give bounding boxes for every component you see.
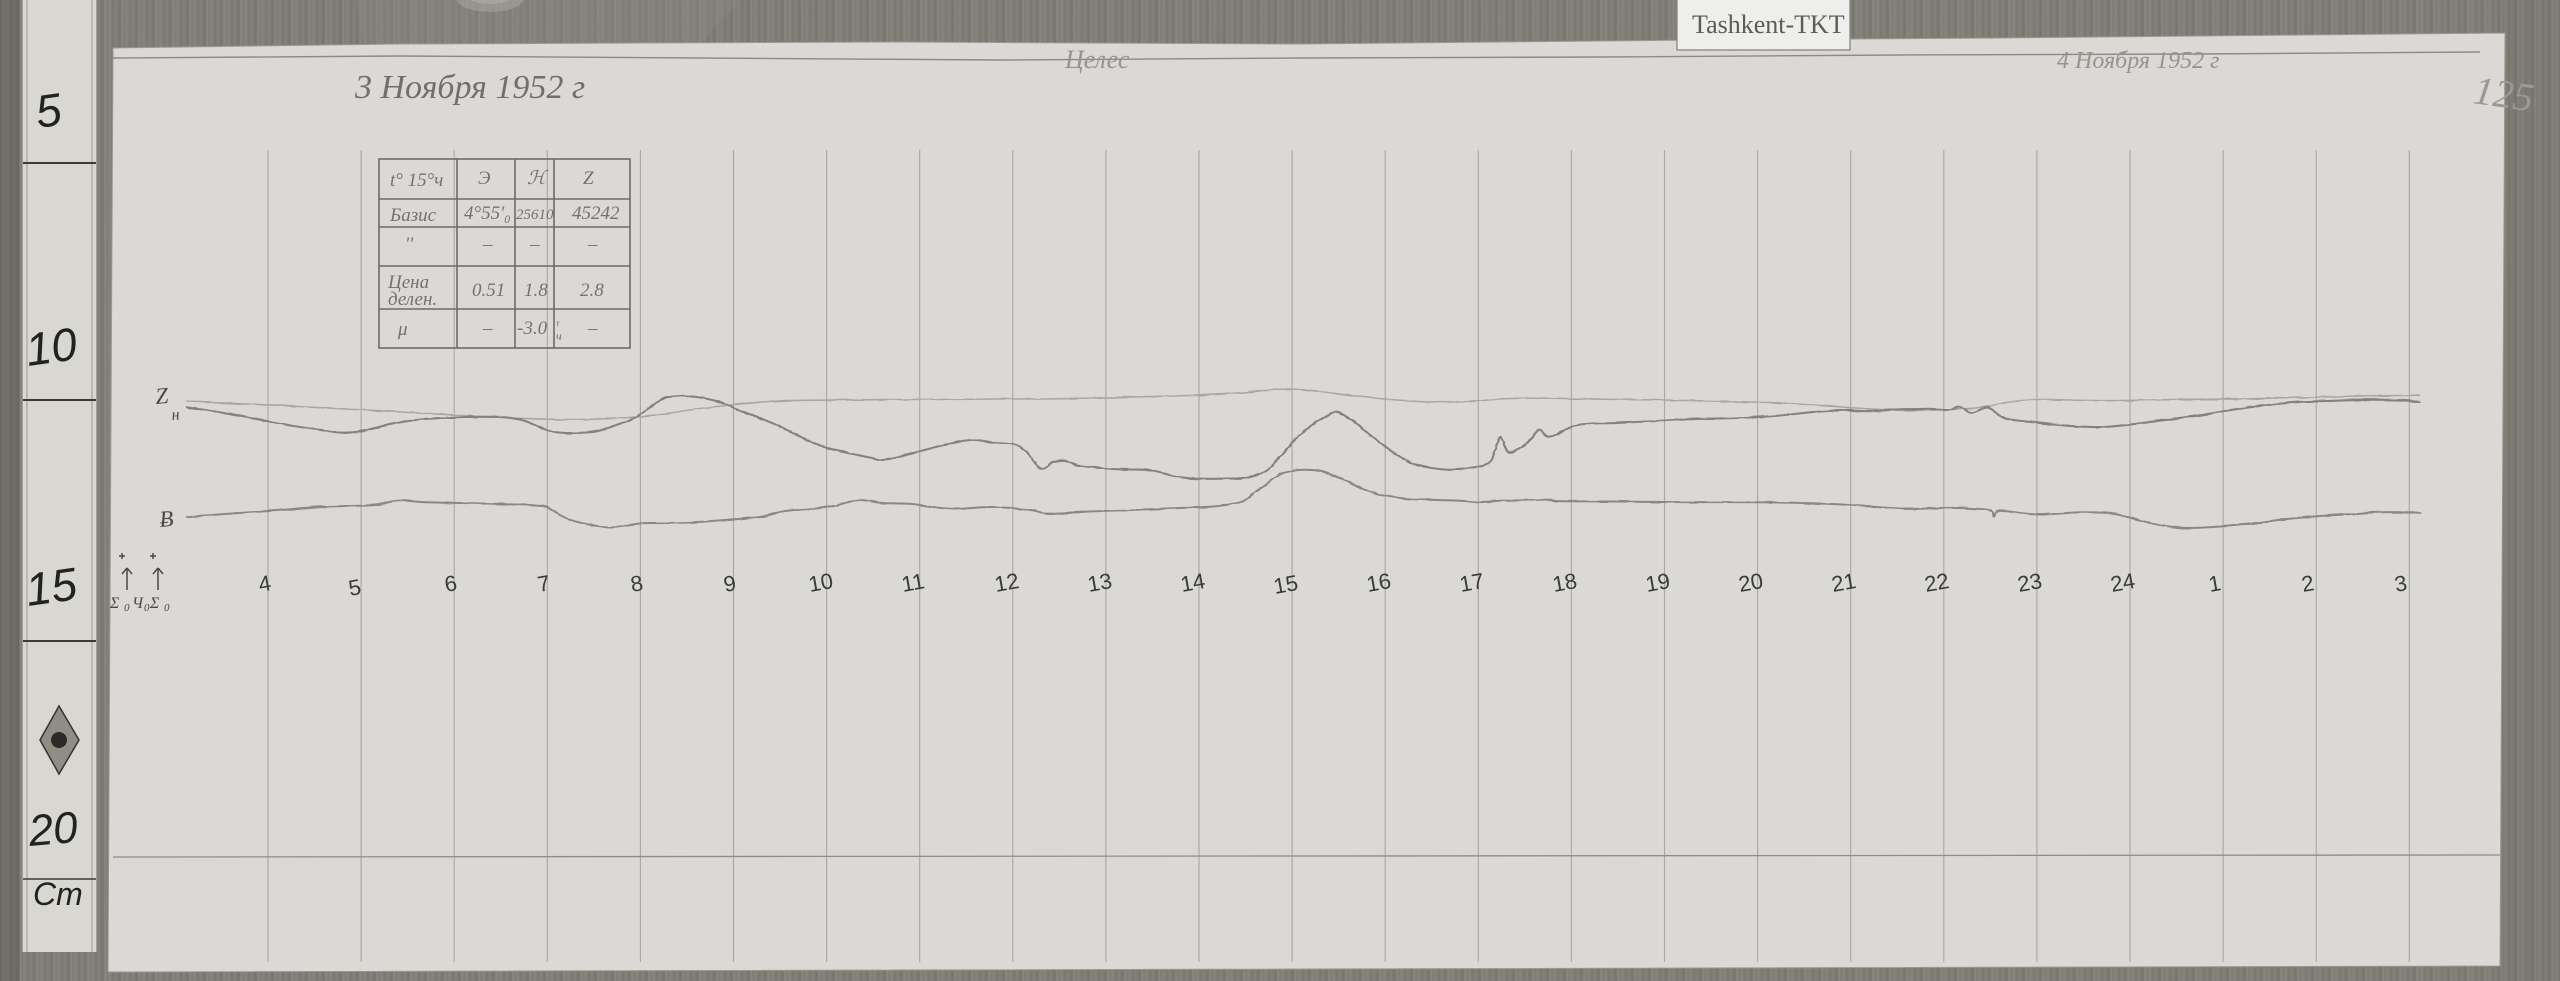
svg-text:Σ: Σ	[149, 595, 160, 612]
svg-text:Σ: Σ	[109, 595, 120, 612]
svg-text:0: 0	[164, 602, 170, 614]
svg-text:0: 0	[124, 602, 130, 614]
svg-text:Ч: Ч	[132, 595, 144, 612]
